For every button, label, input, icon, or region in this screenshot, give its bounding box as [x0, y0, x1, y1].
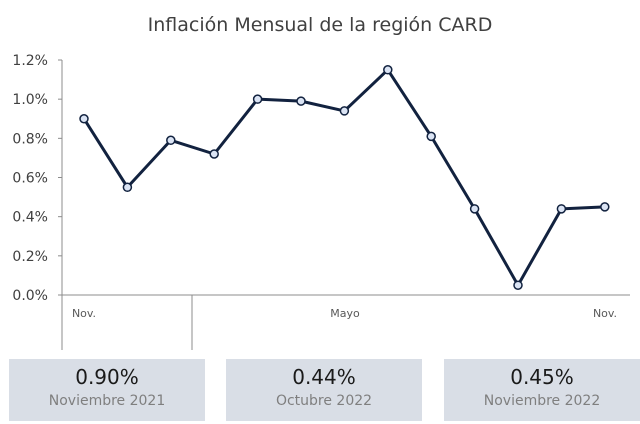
data-point: [383, 65, 393, 75]
y-tick-label: 1.0%: [12, 92, 48, 108]
data-point: [79, 114, 89, 124]
data-point: [513, 280, 523, 290]
data-point: [469, 204, 480, 214]
y-tick-label: 0.4%: [12, 210, 48, 226]
summary-card-nov-2021: 0.90% Noviembre 2021: [9, 359, 205, 421]
x-tick-label: Mayo: [330, 307, 360, 320]
x-axis: Nov. Mayo Nov.: [62, 294, 630, 350]
y-axis: 1.2% 1.0% 0.8% 0.6% 0.4% 0.2% 0.0%: [12, 53, 63, 350]
series-line: [82, 68, 605, 287]
summary-label: Octubre 2022: [275, 393, 373, 409]
series-group: [79, 65, 610, 290]
y-tick-label: 1.2%: [12, 53, 48, 69]
summary-value: 0.44%: [292, 365, 356, 389]
y-tick-label: 0.0%: [12, 288, 48, 304]
data-point: [122, 182, 133, 193]
summary-label: Noviembre 2022: [483, 393, 601, 409]
summary-card-nov-2022: 0.45% Noviembre 2022: [444, 359, 640, 421]
summary-value: 0.45%: [510, 365, 574, 389]
data-point: [296, 96, 306, 106]
summary-card-oct-2022: 0.44% Octubre 2022: [226, 359, 422, 421]
data-point: [209, 149, 219, 159]
x-tick-label: Nov.: [593, 307, 617, 320]
y-tick-label: 0.8%: [12, 131, 48, 147]
data-point: [252, 94, 263, 104]
data-point: [166, 135, 176, 146]
x-tick-label: Nov.: [72, 307, 96, 320]
summary-label: Noviembre 2021: [48, 393, 166, 409]
data-point: [556, 204, 567, 214]
y-tick-label: 0.6%: [12, 171, 48, 187]
data-point: [339, 106, 350, 116]
summary-value: 0.90%: [75, 365, 139, 389]
data-point: [426, 131, 436, 142]
chart-title: Inflación Mensual de la región CARD: [147, 14, 493, 36]
data-point: [600, 202, 610, 212]
y-tick-label: 0.2%: [12, 249, 48, 265]
